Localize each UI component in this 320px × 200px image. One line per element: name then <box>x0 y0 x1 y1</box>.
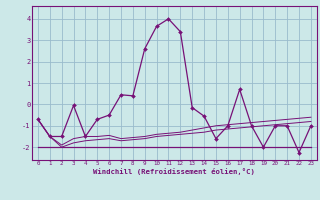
X-axis label: Windchill (Refroidissement éolien,°C): Windchill (Refroidissement éolien,°C) <box>93 168 255 175</box>
